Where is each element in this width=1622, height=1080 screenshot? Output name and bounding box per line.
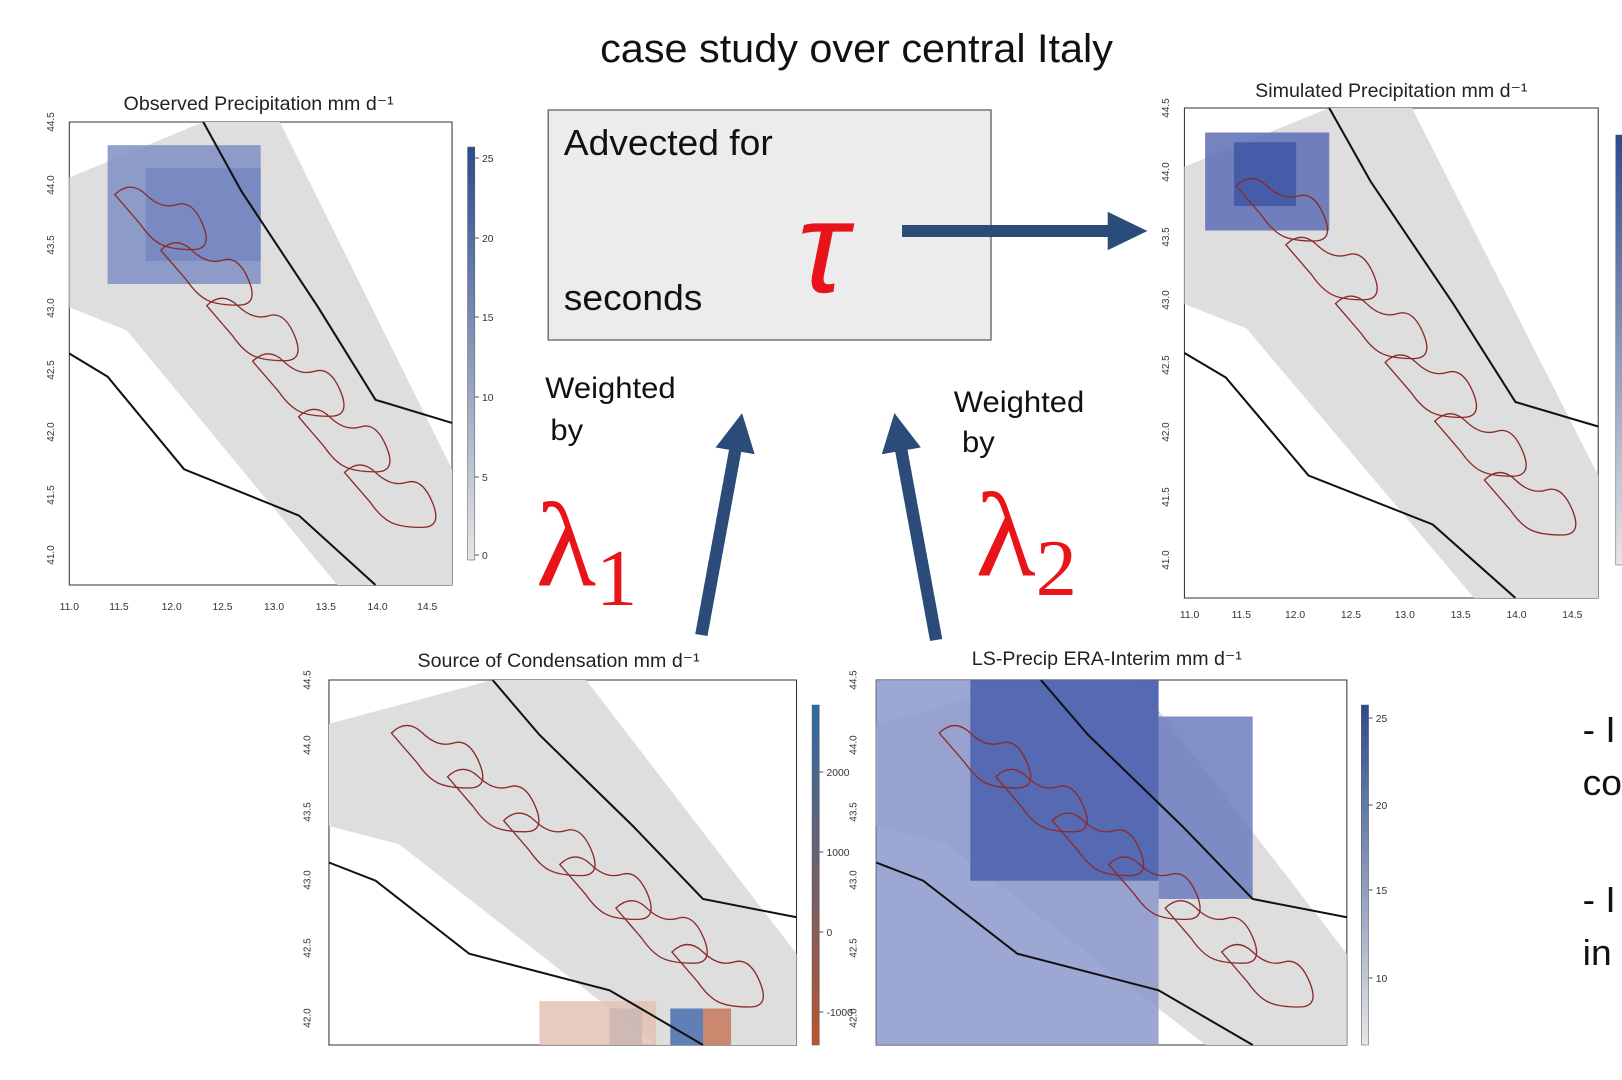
x-tick-label: 14.0 <box>1506 610 1526 621</box>
shaded-cell <box>670 1009 703 1046</box>
lambda-subscript: 1 <box>596 533 637 622</box>
x-tick-label: 13.0 <box>264 602 284 613</box>
colorbar <box>1616 135 1622 565</box>
y-tick-label: 44.0 <box>302 735 313 755</box>
x-tick-label: 13.5 <box>316 602 336 613</box>
y-tick-label: 41.5 <box>46 485 57 505</box>
page: case study over central Italy Observed P… <box>0 0 1622 1080</box>
weight-right-line1: Weighted <box>954 385 1085 418</box>
colorbar-tick-label: 20 <box>1376 801 1388 812</box>
y-tick-label: 44.0 <box>1161 162 1172 182</box>
colorbar-tick-label: 1000 <box>827 848 850 859</box>
y-tick-label: 42.5 <box>848 938 859 958</box>
lambda-subscript: 2 <box>1036 523 1077 612</box>
colorbar-tick-label: 2000 <box>827 768 850 779</box>
colorbar <box>468 147 475 560</box>
side-text: in <box>1583 933 1612 973</box>
colorbar <box>1361 705 1368 1045</box>
y-tick-label: 44.5 <box>46 112 57 132</box>
y-tick-label: 42.0 <box>46 422 57 442</box>
y-tick-label: 43.0 <box>848 870 859 890</box>
colorbar-tick-label: 5 <box>482 473 488 484</box>
x-tick-label: 11.5 <box>1232 610 1252 621</box>
box-line1: Advected for <box>564 123 773 163</box>
y-tick-label: 42.0 <box>302 1008 313 1028</box>
y-tick-label: 43.5 <box>302 802 313 822</box>
y-tick-label: 43.5 <box>848 802 859 822</box>
colorbar-tick-label: 20 <box>482 234 494 245</box>
weight-left-line2: by <box>550 413 584 446</box>
y-tick-label: 44.0 <box>46 175 57 195</box>
y-tick-label: 43.0 <box>302 870 313 890</box>
x-tick-label: 11.0 <box>1180 610 1200 621</box>
y-tick-label: 42.0 <box>848 1008 859 1028</box>
arrow-up-right <box>898 432 936 640</box>
weight-left-line1: Weighted <box>545 371 676 404</box>
map-panel: Observed Precipitation mm d⁻¹ 44.5 44.0 43.… <box>46 94 494 613</box>
colorbar <box>812 705 819 1045</box>
y-tick-label: 42.5 <box>46 360 57 380</box>
y-tick-label: 42.0 <box>1161 422 1172 442</box>
y-tick-label: 43.0 <box>1161 290 1172 310</box>
x-tick-label: 12.5 <box>1341 610 1361 621</box>
side-text: - I <box>1583 880 1616 920</box>
y-tick-label: 43.0 <box>46 298 57 318</box>
x-tick-label: 12.5 <box>212 602 232 613</box>
map-panel: LS-Precip ERA-Interim mm d⁻¹ 44.5 44.0 43.5… <box>848 649 1387 1045</box>
colorbar-tick-label: 25 <box>482 154 494 165</box>
y-tick-label: 44.0 <box>848 735 859 755</box>
colorbar-tick-label: 25 <box>1376 714 1388 725</box>
colorbar-tick-label: 10 <box>482 393 494 404</box>
colorbar-tick-label: 0 <box>482 551 488 562</box>
colorbar-tick-label: 15 <box>482 313 494 324</box>
y-tick-label: 42.5 <box>302 938 313 958</box>
panel-title: Observed Precipitation mm d⁻¹ <box>124 94 394 115</box>
y-tick-label: 41.0 <box>1161 550 1172 570</box>
arrow-up-left <box>701 432 738 635</box>
x-tick-label: 14.5 <box>1562 610 1582 621</box>
y-tick-label: 44.5 <box>302 670 313 690</box>
side-text: - I <box>1583 710 1616 750</box>
y-tick-label: 42.5 <box>1161 355 1172 375</box>
lambda-2: λ2 <box>975 469 1077 613</box>
weight-right-line2: by <box>962 425 996 458</box>
colorbar-tick-label: 10 <box>1376 974 1388 985</box>
lambda-symbol: λ <box>536 479 596 612</box>
map-panel: Source of Condensation mm d⁻¹ 44.5 44.0 43.… <box>302 651 853 1045</box>
lambda-symbol: λ <box>975 469 1035 602</box>
y-tick-label: 41.5 <box>1161 487 1172 507</box>
slide-title: case study over central Italy <box>600 26 1113 71</box>
x-tick-label: 14.5 <box>417 602 437 613</box>
x-tick-label: 14.0 <box>368 602 388 613</box>
y-tick-label: 43.5 <box>1161 227 1172 247</box>
slide: case study over central Italy Observed P… <box>0 0 1622 1080</box>
side-text: co <box>1583 763 1622 803</box>
panel-title: Simulated Precipitation mm d⁻¹ <box>1255 81 1527 102</box>
y-tick-label: 41.0 <box>46 545 57 565</box>
tau-symbol: τ <box>797 175 855 320</box>
box-line2: seconds <box>564 278 703 318</box>
x-tick-label: 11.5 <box>109 602 129 613</box>
colorbar-tick-label: 0 <box>827 928 833 939</box>
x-tick-label: 11.0 <box>60 602 80 613</box>
lambda-1: λ1 <box>536 479 638 623</box>
x-tick-label: 13.0 <box>1395 610 1415 621</box>
shaded-cell <box>703 1009 731 1046</box>
x-tick-label: 13.5 <box>1451 610 1471 621</box>
shaded-cell <box>1159 717 1253 900</box>
y-tick-label: 44.5 <box>1161 98 1172 118</box>
x-tick-label: 12.0 <box>1285 610 1305 621</box>
y-tick-label: 44.5 <box>848 670 859 690</box>
y-tick-label: 43.5 <box>46 235 57 255</box>
map-panel: Simulated Precipitation mm d⁻¹ 44.5 44.0 43… <box>1161 81 1622 621</box>
panel-title: LS-Precip ERA-Interim mm d⁻¹ <box>972 649 1242 670</box>
x-tick-label: 12.0 <box>162 602 182 613</box>
colorbar-tick-label: 15 <box>1376 886 1388 897</box>
panel-title: Source of Condensation mm d⁻¹ <box>418 651 700 672</box>
